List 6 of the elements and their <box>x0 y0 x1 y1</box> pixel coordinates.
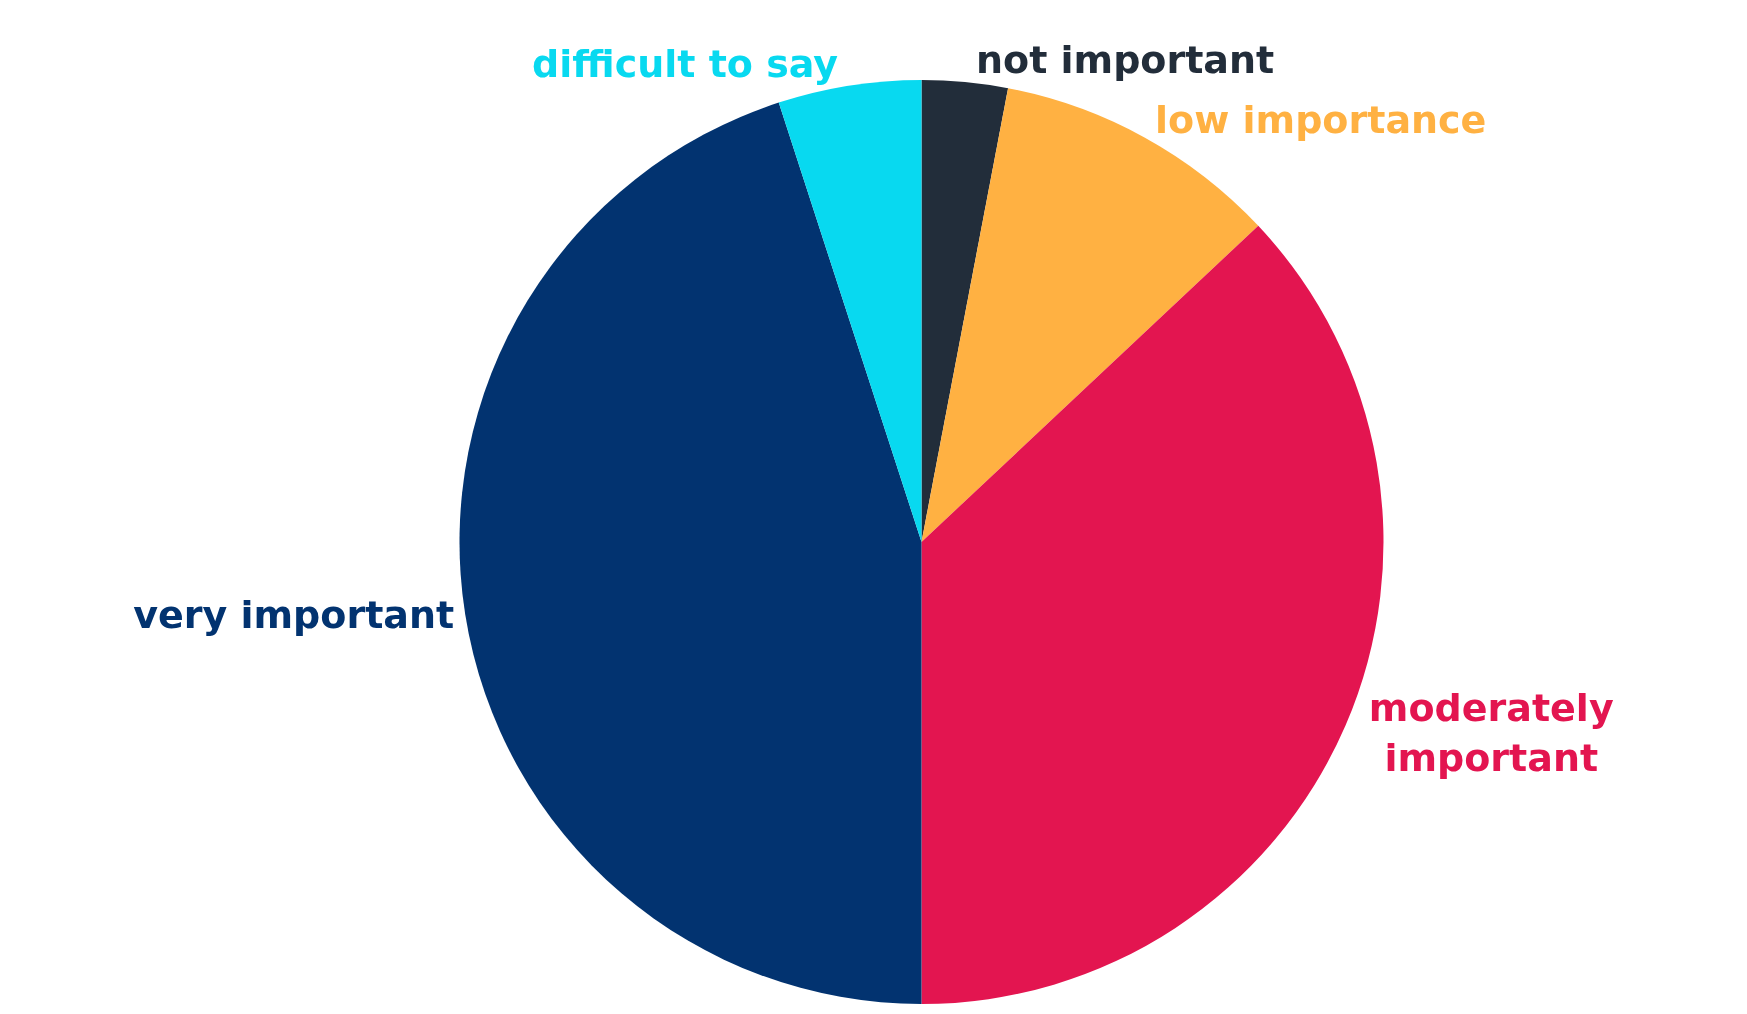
slice-label: difficult to say <box>532 42 839 87</box>
slice-label: not important <box>975 38 1275 83</box>
slice-label: low importance <box>1155 98 1487 143</box>
slice-label: very important <box>133 592 455 637</box>
pie-slice <box>459 102 922 1004</box>
slice-label: moderately important <box>1368 686 1614 780</box>
